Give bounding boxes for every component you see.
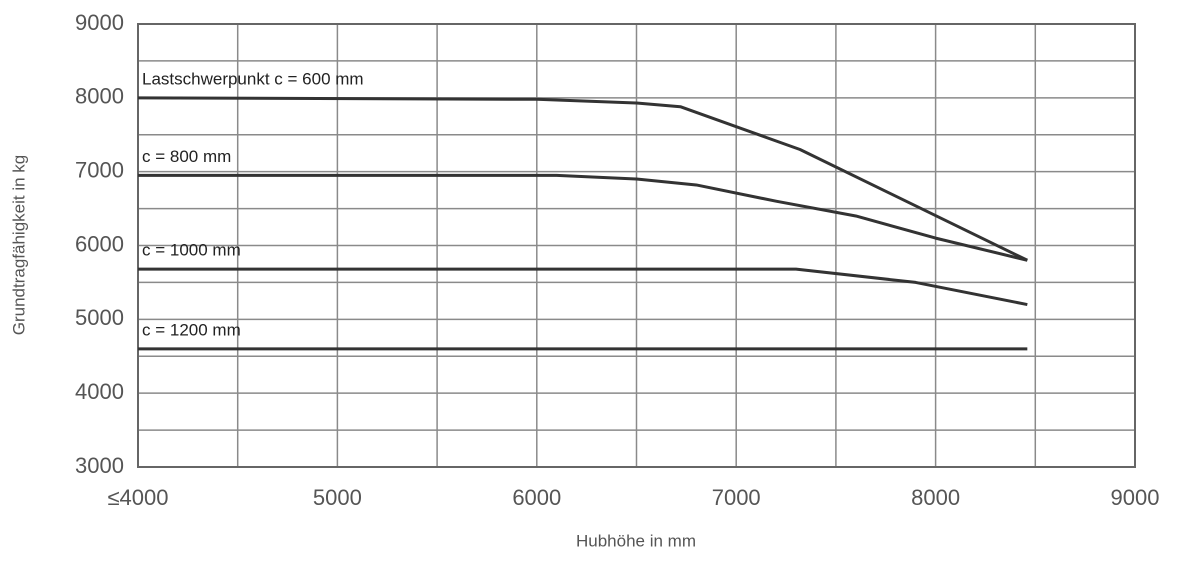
- y-axis-label: Grundtragfähigkeit in kg: [9, 155, 28, 336]
- x-tick-label: 9000: [1111, 485, 1160, 510]
- y-tick-label: 8000: [75, 84, 124, 109]
- y-tick-label: 3000: [75, 453, 124, 478]
- line-series: [137, 96, 1028, 262]
- x-tick-label: ≤4000: [107, 485, 168, 510]
- line-series: [138, 173, 1028, 262]
- y-tick-label: 7000: [75, 157, 124, 182]
- y-tick-label: 5000: [75, 305, 124, 330]
- x-tick-label: 8000: [911, 485, 960, 510]
- series-label: Lastschwerpunkt c = 600 mm: [142, 69, 364, 88]
- series-label: c = 1000 mm: [142, 241, 241, 260]
- x-axis-label: Hubhöhe in mm: [576, 531, 696, 550]
- line-series: [138, 267, 1028, 307]
- x-tick-label: 7000: [712, 485, 761, 510]
- y-tick-label: 4000: [75, 379, 124, 404]
- plot-border: [137, 23, 1136, 468]
- x-tick-label: 6000: [512, 485, 561, 510]
- y-tick-label: 6000: [75, 231, 124, 256]
- y-tick-label: 9000: [75, 10, 124, 35]
- x-tick-label: 5000: [313, 485, 362, 510]
- series-label: c = 1200 mm: [142, 320, 241, 339]
- series-label: c = 800 mm: [142, 147, 231, 166]
